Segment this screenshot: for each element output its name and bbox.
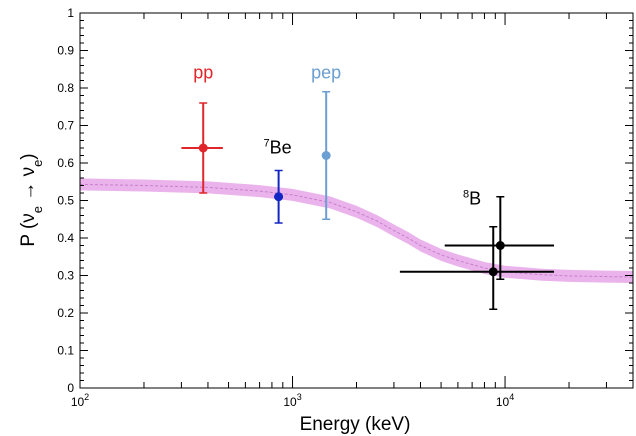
point-marker	[488, 267, 498, 277]
y-tick-label: 0	[67, 381, 74, 395]
y-tick-label: 0.3	[57, 269, 74, 283]
y-tick-label: 1	[67, 6, 74, 20]
point-marker	[198, 143, 208, 153]
label-Be: 7Be	[263, 138, 291, 158]
x-tick-label: 102	[71, 392, 89, 409]
data-points	[181, 91, 555, 310]
axes: 0 0.1 0.2 0.3 0.4 0.5 0.6 0.7 0.8 0.9 1 102 103 104	[57, 6, 634, 409]
y-tick-label: 0.7	[57, 119, 74, 133]
label-pep: pep	[311, 63, 341, 83]
point-marker	[321, 151, 331, 160]
x-tick-label: 103	[283, 392, 301, 409]
msw-prediction-band	[80, 178, 633, 283]
msw-prediction-curve	[79, 183, 634, 278]
y-axis-title: P (νe → νe)	[18, 153, 45, 246]
x-tick-label: 104	[496, 392, 514, 409]
y-tick-label: 0.1	[57, 344, 74, 358]
label-B: 8B	[463, 188, 481, 208]
y-tick-label: 0.5	[57, 194, 74, 208]
data-point-pep	[321, 91, 331, 220]
data-point-Be	[274, 169, 284, 224]
label-pp: pp	[193, 63, 213, 83]
y-tick-label: 0.4	[57, 231, 74, 245]
point-marker	[495, 241, 505, 250]
data-point-B	[444, 196, 555, 280]
y-tick-label: 0.9	[57, 44, 74, 58]
data-point-pp	[181, 102, 223, 194]
point-marker	[274, 192, 284, 202]
y-tick-label: 0.6	[57, 156, 74, 170]
data-point-extra-4	[399, 226, 555, 310]
y-tick-label: 0.8	[57, 81, 74, 95]
y-tick-label: 0.2	[57, 306, 74, 320]
point-labels: pp 7Be pep 8B	[193, 63, 481, 209]
x-axis-title: Energy (keV)	[300, 414, 411, 435]
